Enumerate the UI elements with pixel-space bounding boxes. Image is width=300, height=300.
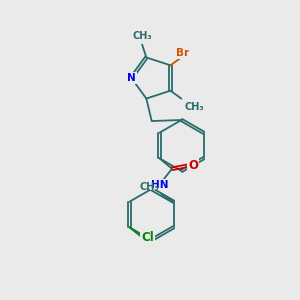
Text: CH₃: CH₃ bbox=[140, 182, 159, 192]
Text: Cl: Cl bbox=[141, 231, 154, 244]
Text: CH₃: CH₃ bbox=[185, 102, 205, 112]
Text: HN: HN bbox=[151, 180, 169, 190]
Text: O: O bbox=[188, 159, 198, 172]
Text: Br: Br bbox=[176, 48, 189, 58]
Text: N: N bbox=[127, 73, 136, 83]
Text: CH₃: CH₃ bbox=[133, 31, 153, 41]
